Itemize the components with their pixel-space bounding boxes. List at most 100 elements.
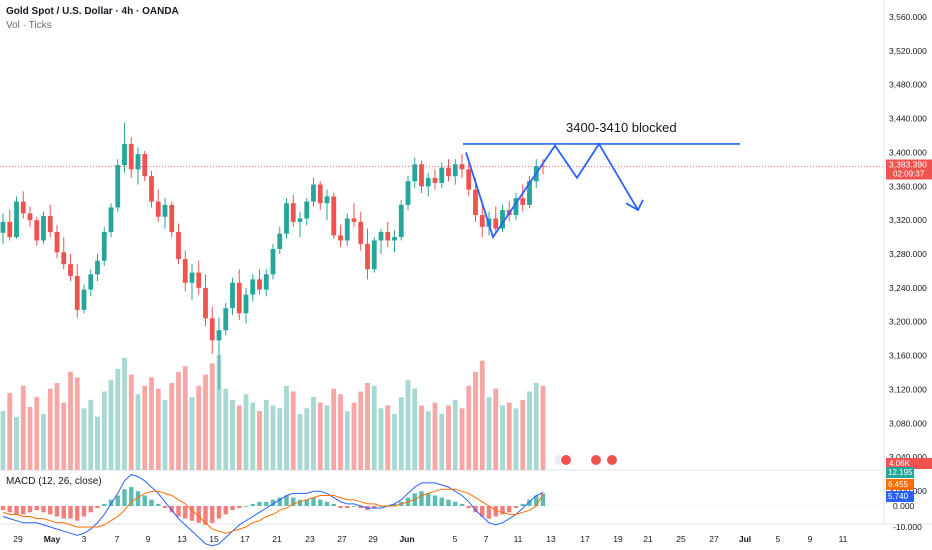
volume-bar [7,392,13,470]
candle-body [142,154,148,177]
volume-bar [20,385,26,470]
volume-bar [182,366,188,470]
candle-body [216,330,222,341]
candle-body [230,282,235,309]
candle-body [493,218,499,229]
macd-hist-bar [257,501,262,506]
candle-body [317,184,323,204]
volume-bar [324,405,330,470]
price-tick-label: 3,160.000 [889,351,927,361]
price-tag-value: 3,383.390 [889,159,927,169]
time-tick-label: 15 [209,534,219,544]
candle-body [344,218,350,241]
chart-title: Gold Spot / U.S. Dollar · 4h · OANDA [6,6,179,17]
volume-tag-text: 4.06K [889,459,911,468]
candle-body [358,221,364,244]
macd-hist-bar [264,501,269,506]
time-tick-label: 21 [643,534,653,544]
candle-body [203,287,208,319]
macd-hist-bar [0,506,6,511]
macd-hist-bar [68,506,73,519]
candle-body [81,289,87,310]
volume-bar [54,383,60,470]
volume-bar [297,413,303,470]
volume-bar [27,406,33,470]
volume-bar [378,408,384,470]
time-tick-label: 7 [484,534,489,544]
candle-body [513,198,519,216]
volume-bar [290,391,296,470]
macd-tag-bg [886,467,914,478]
volume-bar [176,371,181,470]
macd-hist-bar [486,506,492,519]
macd-hist-bar [34,506,39,511]
volume-bar [365,383,370,470]
macd-hist-bar [318,499,323,506]
macd-hist-bar [297,499,303,506]
macd-hist-bar [135,491,141,506]
volume-bar [149,377,154,470]
volume-bar [358,391,364,470]
candle-body [135,154,141,170]
candle-body [290,203,296,222]
macd-hist-bar [338,506,343,509]
time-tick-label: 5 [453,534,458,544]
price-tick-label: 3,440.000 [889,114,927,124]
signal-line [2,488,544,534]
macd-hist-bar [156,503,161,506]
macd-hist-bar [75,506,80,521]
volume-bar [128,374,134,470]
volume-bar [61,402,67,470]
candle-body [520,198,526,205]
volume-bar [520,399,526,470]
macd-hist-bar [284,495,289,506]
candle-body [425,177,431,187]
volume-bar [317,402,323,470]
volume-bar [540,385,546,470]
macd-hist-bar [237,506,242,509]
candle-body [68,264,73,277]
candle-body [365,243,370,270]
volume-bar [371,385,377,470]
macd-hist-bar [459,503,465,506]
time-tick-label: Jun [399,534,414,544]
macd-hist-bar [54,506,60,517]
volume-bar [425,411,431,470]
candle-body [324,196,330,204]
price-tick-label: 3,360.000 [889,181,927,191]
macd-hist-bar [210,506,215,523]
price-tick-label: 3,080.000 [889,418,927,428]
volume-bar [257,411,262,470]
price-tick-label: 3,120.000 [889,384,927,394]
macd-hist-bar [81,506,87,517]
macd-hist-bar [345,506,350,509]
time-tick-label: 17 [240,534,250,544]
macd-hist-bar [61,506,66,519]
candle-body [527,181,532,205]
macd-hist-bar [223,506,228,515]
volume-bar [122,357,127,470]
candle-body [432,177,438,183]
volume-bar [263,399,269,470]
macd-hist-bar [534,495,539,506]
macd-hist-bar [507,506,512,513]
candle-body [47,215,53,232]
macd-hist-bar [291,497,296,506]
macd-hist-bar [304,499,309,506]
volume-bar [135,394,141,470]
volume-bar [236,405,242,470]
volume-bar [230,399,235,470]
price-tick-label: 3,040.000 [889,452,927,462]
volume-bar [88,399,94,470]
macd-hist-bar [162,506,168,509]
price-tag-bg [886,159,932,180]
macd-hist-bar [169,506,174,513]
candle-body [284,203,289,234]
candle-body [466,169,472,190]
volume-bar [189,397,195,470]
volume-bar [250,402,256,470]
candle-body [61,252,67,265]
time-tick-label: 27 [709,534,719,544]
volume-bar [209,363,215,470]
